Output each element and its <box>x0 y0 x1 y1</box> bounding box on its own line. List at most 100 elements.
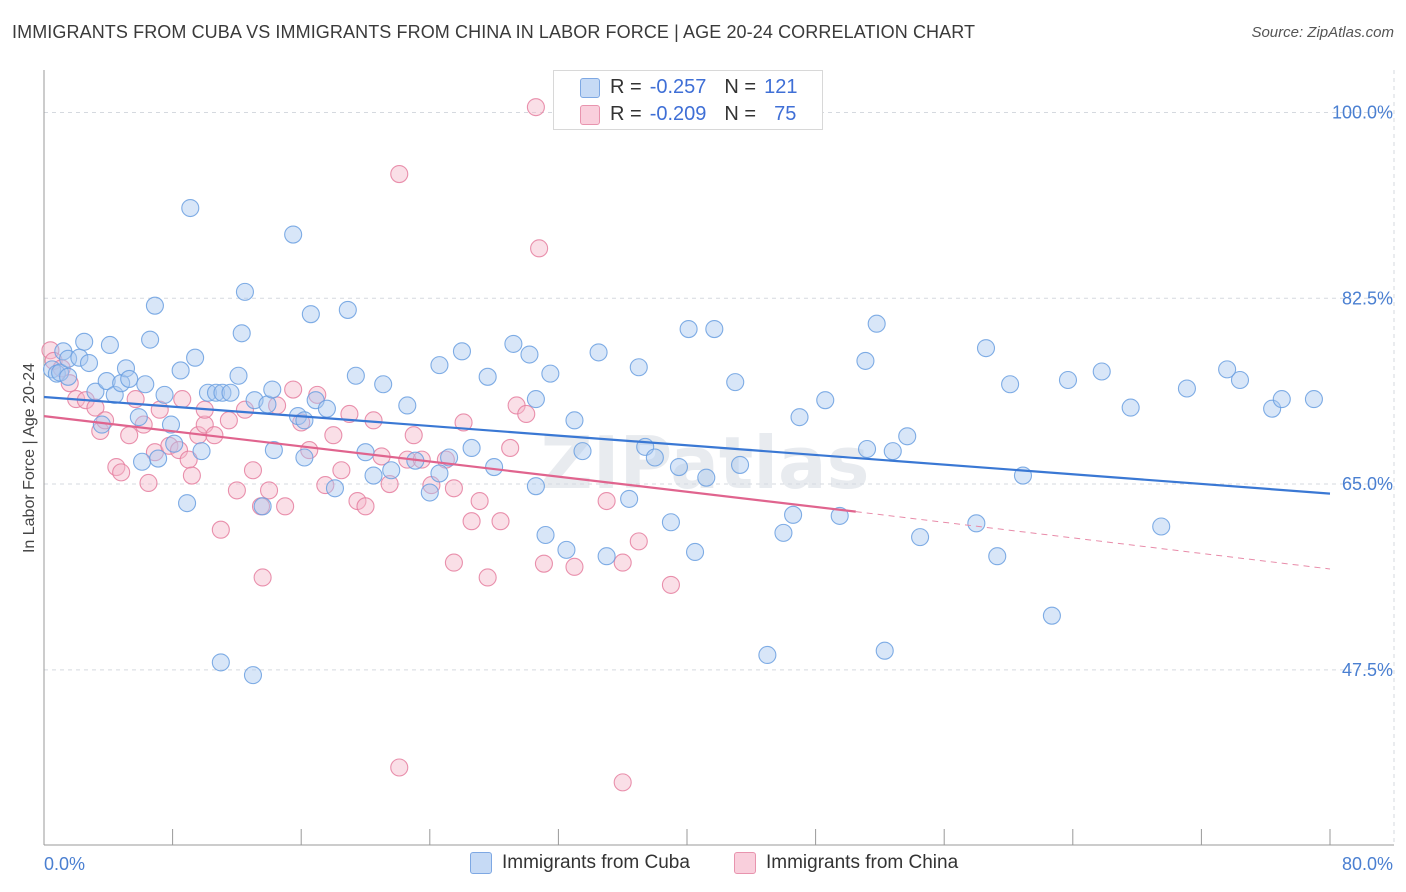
trend-line-china-extension <box>855 511 1331 570</box>
china-point <box>661 575 680 594</box>
china-point <box>227 481 246 500</box>
cuba-point <box>597 547 616 566</box>
cuba-point <box>364 466 383 485</box>
series-legend: Immigrants from Cuba Immigrants from Chi… <box>0 852 1406 878</box>
cuba-point <box>1058 370 1078 390</box>
cuba-point <box>317 399 336 418</box>
china-point <box>120 426 139 445</box>
china-point <box>517 404 536 424</box>
r-label: R = <box>610 102 642 125</box>
legend-item-cuba: Immigrants from Cuba <box>470 852 690 874</box>
cuba-point <box>181 198 200 218</box>
cuba-point <box>911 528 930 547</box>
cuba-point <box>264 441 283 460</box>
cuba-point <box>253 497 272 516</box>
trend-line-cuba <box>43 395 1331 495</box>
cuba-point <box>867 314 886 333</box>
cuba-point <box>536 525 555 545</box>
cuba-point <box>1001 375 1020 394</box>
cuba-point <box>784 505 803 524</box>
china-point <box>462 512 481 531</box>
cuba-point <box>129 408 148 427</box>
china-point <box>613 553 632 572</box>
legend-row-cuba: R = -0.257 N = 121 <box>580 74 797 100</box>
china-point <box>380 474 399 494</box>
legend-swatch-china <box>734 852 756 874</box>
cuba-point <box>178 494 197 513</box>
cuba-point <box>758 645 777 665</box>
cuba-point <box>1042 606 1061 625</box>
china-point <box>332 461 351 480</box>
cuba-point <box>398 396 417 415</box>
series-cuba-points <box>42 198 1323 685</box>
cuba-point <box>988 547 1007 566</box>
cuba-point <box>1263 399 1282 418</box>
china-point <box>173 390 192 409</box>
y-tick-label: 100.0% <box>1332 102 1393 122</box>
legend-label-cuba: Immigrants from Cuba <box>502 852 690 873</box>
legend-label-china: Immigrants from China <box>766 852 959 873</box>
cuba-point <box>565 411 584 430</box>
cuba-point <box>155 385 174 404</box>
china-point <box>390 758 409 777</box>
china-point <box>526 98 545 117</box>
cuba-point <box>462 438 481 457</box>
china-point <box>501 438 520 457</box>
cuba-point <box>541 364 560 383</box>
cuba-point <box>1177 379 1196 398</box>
cuba-point <box>100 335 119 355</box>
cuba-point <box>452 342 472 361</box>
trend-line-china <box>43 415 856 513</box>
cuba-point <box>557 540 576 559</box>
china-point <box>444 479 463 498</box>
cuba-point <box>192 442 211 461</box>
cuba-point <box>679 319 698 339</box>
cuba-point <box>1218 360 1237 379</box>
china-point <box>470 491 489 511</box>
cuba-point <box>75 332 94 351</box>
y-tick-label: 82.5% <box>1342 288 1393 308</box>
cuba-point <box>440 448 459 467</box>
china-point <box>243 461 263 480</box>
legend-swatch-china <box>580 105 600 125</box>
cuba-point <box>620 489 639 508</box>
cuba-point <box>485 458 504 477</box>
cuba-point <box>1092 362 1111 381</box>
cuba-point <box>816 391 835 410</box>
cuba-point <box>284 225 303 244</box>
legend-swatch-cuba <box>470 852 492 874</box>
n-label: N = <box>724 102 757 125</box>
cuba-point <box>629 358 648 377</box>
china-point <box>139 473 158 493</box>
cuba-point <box>875 641 894 660</box>
cuba-point <box>232 324 251 343</box>
cuba-point <box>1272 390 1291 409</box>
china-point <box>390 164 409 184</box>
china-point <box>597 491 616 511</box>
r-value: -0.209 <box>649 102 707 125</box>
cuba-point <box>211 653 230 672</box>
cuba-point <box>301 305 320 324</box>
china-point <box>534 554 553 573</box>
china-point <box>444 553 463 572</box>
cuba-point <box>1121 398 1140 417</box>
legend-item-china: Immigrants from China <box>734 852 958 874</box>
cuba-point <box>730 455 750 474</box>
cuba-point <box>221 383 240 402</box>
china-point <box>491 512 510 531</box>
cuba-point <box>295 411 314 430</box>
china-point <box>613 773 632 792</box>
cuba-point <box>1152 517 1171 536</box>
china-point <box>182 466 201 485</box>
y-tick-label: 47.5% <box>1342 660 1393 680</box>
cuba-point <box>120 369 139 388</box>
china-point <box>112 463 131 482</box>
r-label: R = <box>610 75 642 98</box>
cuba-point <box>229 366 248 385</box>
cuba-point <box>149 449 168 468</box>
cuba-point <box>705 319 724 339</box>
correlation-legend: R = -0.257 N = 121 R = -0.209 N = 75 <box>553 70 823 130</box>
cuba-point <box>430 356 449 375</box>
cuba-point <box>430 464 449 483</box>
